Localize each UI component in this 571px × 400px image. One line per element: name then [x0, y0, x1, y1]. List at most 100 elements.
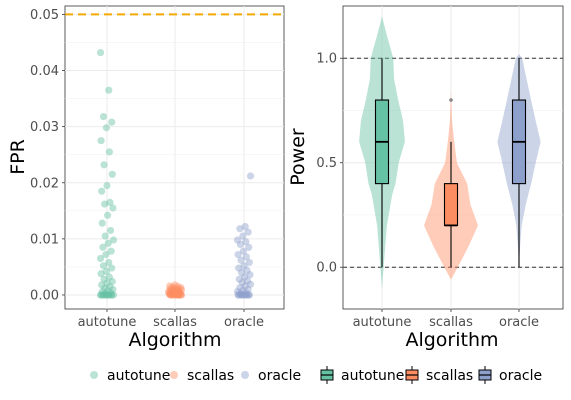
fpr-point: [236, 240, 245, 249]
fpr-point: [103, 286, 112, 295]
fpr-point: [246, 271, 254, 279]
fpr-point: [102, 267, 111, 276]
fpr-point: [172, 291, 180, 299]
fpr-point: [105, 273, 113, 281]
fpr-point: [102, 124, 111, 132]
legend-box-label: autotune: [341, 368, 404, 384]
fpr-point: [108, 264, 116, 272]
fpr-point: [240, 262, 248, 270]
fpr-point: [169, 291, 177, 299]
fpr-point: [245, 291, 253, 299]
fpr-point: [101, 290, 109, 298]
fpr-point: [171, 284, 180, 292]
fpr-point: [169, 283, 177, 291]
fpr-point: [164, 288, 173, 296]
fpr-point: [98, 219, 106, 227]
power-x-tick-label: oracle: [499, 315, 539, 330]
fpr-point: [99, 262, 108, 270]
fpr-point: [238, 268, 246, 277]
fpr-point: [169, 291, 177, 299]
fpr-point: [240, 291, 248, 299]
power-x-tick-label: autotune: [353, 315, 412, 330]
legend-point-swatch: [241, 371, 249, 379]
fpr-point: [97, 137, 105, 145]
fpr-point: [233, 288, 242, 296]
fpr-x-tick-label: oracle: [224, 315, 264, 330]
fpr-y-tick-labels: 0.00 0.01 0.02 0.03 0.04 0.05: [30, 8, 65, 303]
fpr-y-tick-label: 0.03: [30, 120, 59, 135]
fpr-point: [237, 291, 245, 299]
fpr-point: [171, 291, 180, 299]
power-x-tick-labels: autotune scallas oracle: [353, 309, 539, 330]
fpr-point: [96, 291, 105, 299]
fpr-point: [103, 279, 111, 287]
fpr-point: [165, 289, 173, 297]
fpr-point: [101, 284, 109, 292]
fpr-point: [166, 282, 174, 290]
fpr-point: [243, 266, 251, 274]
fpr-point: [166, 290, 174, 299]
fpr-point: [107, 247, 115, 255]
fpr-point: [106, 198, 114, 206]
power-violins: [359, 16, 541, 289]
power-y-tick-label: 0.0: [316, 261, 337, 276]
fpr-point: [99, 291, 108, 299]
fpr-point: [234, 250, 242, 259]
power-y-tick-label: 1.0: [316, 52, 337, 67]
fpr-point: [105, 86, 113, 94]
fpr-point: [108, 291, 116, 299]
fpr-point: [242, 291, 250, 299]
fpr-point: [98, 288, 106, 296]
fpr-x-tick-label: autotune: [78, 315, 137, 330]
fpr-y-tick-label: 0.05: [30, 8, 59, 23]
fpr-point: [167, 288, 176, 296]
fpr-point: [175, 287, 183, 295]
fpr-y-tick-label: 0.01: [30, 232, 59, 247]
fpr-point: [101, 232, 109, 240]
legend-point-label: autotune: [107, 368, 170, 384]
fpr-point: [103, 211, 112, 219]
fpr-point: [97, 270, 105, 278]
fpr-point: [98, 187, 106, 195]
fpr-point: [103, 181, 111, 190]
fpr-x-axis-title: Algorithm: [128, 329, 221, 351]
fpr-point: [109, 236, 118, 244]
fpr-point: [106, 289, 115, 297]
fpr-point: [99, 243, 107, 251]
fpr-point: [98, 281, 106, 289]
fpr-point: [242, 289, 250, 297]
legend-point-oracle: oracle: [241, 368, 301, 384]
fpr-point: [176, 290, 184, 298]
violin-group-autotune: [359, 16, 405, 289]
legend-point-autotune: autotune: [90, 368, 170, 384]
fpr-point: [245, 291, 253, 299]
fpr-point: [243, 277, 252, 285]
fpr-y-tick-label: 0.00: [30, 288, 59, 303]
fpr-point: [174, 285, 183, 293]
fpr-point: [102, 250, 110, 259]
fpr-point: [177, 284, 185, 292]
legend-box-label: scallas: [426, 368, 473, 384]
fpr-point: [236, 284, 244, 292]
fpr-point: [170, 289, 179, 297]
fpr-point: [109, 204, 117, 212]
violin-group-oracle: [497, 54, 541, 268]
legend: autotune scallas oracle autotune scallas orac…: [90, 366, 542, 384]
fpr-point: [240, 273, 249, 281]
fpr-point: [235, 264, 243, 272]
fpr-point: [106, 226, 115, 235]
fpr-point: [109, 285, 117, 293]
fpr-point: [166, 285, 174, 293]
fpr-point: [99, 112, 108, 121]
fpr-point: [168, 290, 176, 298]
fpr-points-autotune: [96, 48, 118, 299]
fpr-point: [96, 48, 105, 57]
fpr-point: [174, 282, 182, 291]
fpr-point: [108, 277, 116, 286]
fpr-point: [105, 258, 113, 267]
fpr-point: [238, 291, 246, 299]
fpr-point: [171, 281, 179, 289]
fpr-point: [245, 243, 253, 251]
fpr-gridlines: [65, 6, 284, 309]
